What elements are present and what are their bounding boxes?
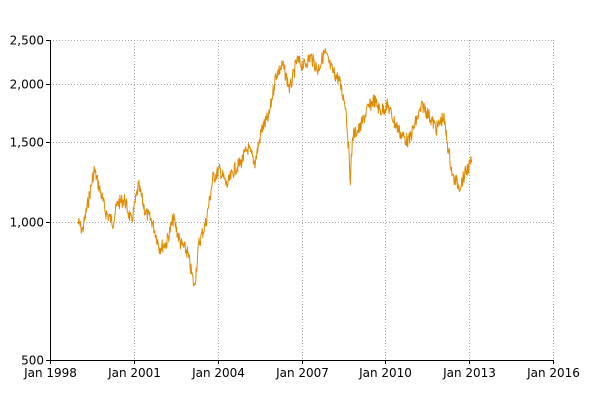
x-tick-label: Jan 2004 <box>191 366 245 380</box>
series-line <box>77 48 472 287</box>
x-tick-label: Jan 2016 <box>526 366 580 380</box>
x-tick-label: Jan 2007 <box>275 366 329 380</box>
x-tick-label: Jan 2013 <box>442 366 496 380</box>
y-tick-label: 2,000 <box>10 78 44 92</box>
label-layer: 500 1,000 1,500 2,000 2,500 Jan 1998 Jan 2001 J… <box>10 34 580 381</box>
y-tick-label: 2,500 <box>10 34 44 48</box>
y-tick-label: 500 <box>21 354 44 368</box>
x-tick-label: Jan 1998 <box>23 366 77 380</box>
series-layer <box>77 48 472 287</box>
x-tick-label: Jan 2010 <box>358 366 412 380</box>
axis-layer <box>46 40 554 364</box>
x-tick-label: Jan 2001 <box>107 366 161 380</box>
grid-layer <box>50 40 554 361</box>
y-tick-label: 1,000 <box>10 216 44 230</box>
y-tick-label: 1,500 <box>10 136 44 150</box>
